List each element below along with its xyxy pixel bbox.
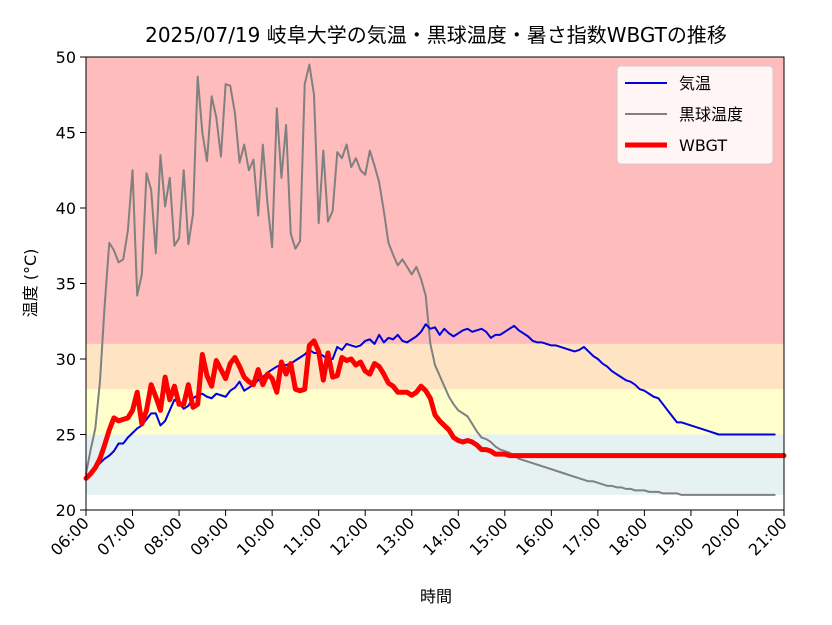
y-axis-label: 温度 (°C) xyxy=(21,249,40,318)
legend-label-1: 黒球温度 xyxy=(679,105,743,124)
legend-label-0: 気温 xyxy=(679,74,711,93)
y-tick-label: 30 xyxy=(56,350,76,369)
temperature-zones xyxy=(86,57,784,495)
zone-band-0 xyxy=(86,434,784,495)
x-axis-label: 時間 xyxy=(420,587,452,606)
legend-box xyxy=(616,65,774,165)
y-tick-label: 45 xyxy=(56,124,76,143)
y-axis: 20 25 30 35 40 45 50 xyxy=(56,48,86,520)
series-line-2 xyxy=(83,338,787,481)
y-tick-label: 40 xyxy=(56,199,76,218)
chart-title: 2025/07/19 岐阜大学の気温・黒球温度・暑さ指数WBGTの推移 xyxy=(145,23,727,47)
series-line-1 xyxy=(85,63,776,496)
y-tick-label: 35 xyxy=(56,275,76,294)
y-tick-label: 50 xyxy=(56,48,76,67)
series-lines xyxy=(83,63,787,496)
legend-label-2: WBGT xyxy=(679,136,727,155)
y-tick-label: 25 xyxy=(56,426,76,445)
y-tick-label: 20 xyxy=(56,501,76,520)
